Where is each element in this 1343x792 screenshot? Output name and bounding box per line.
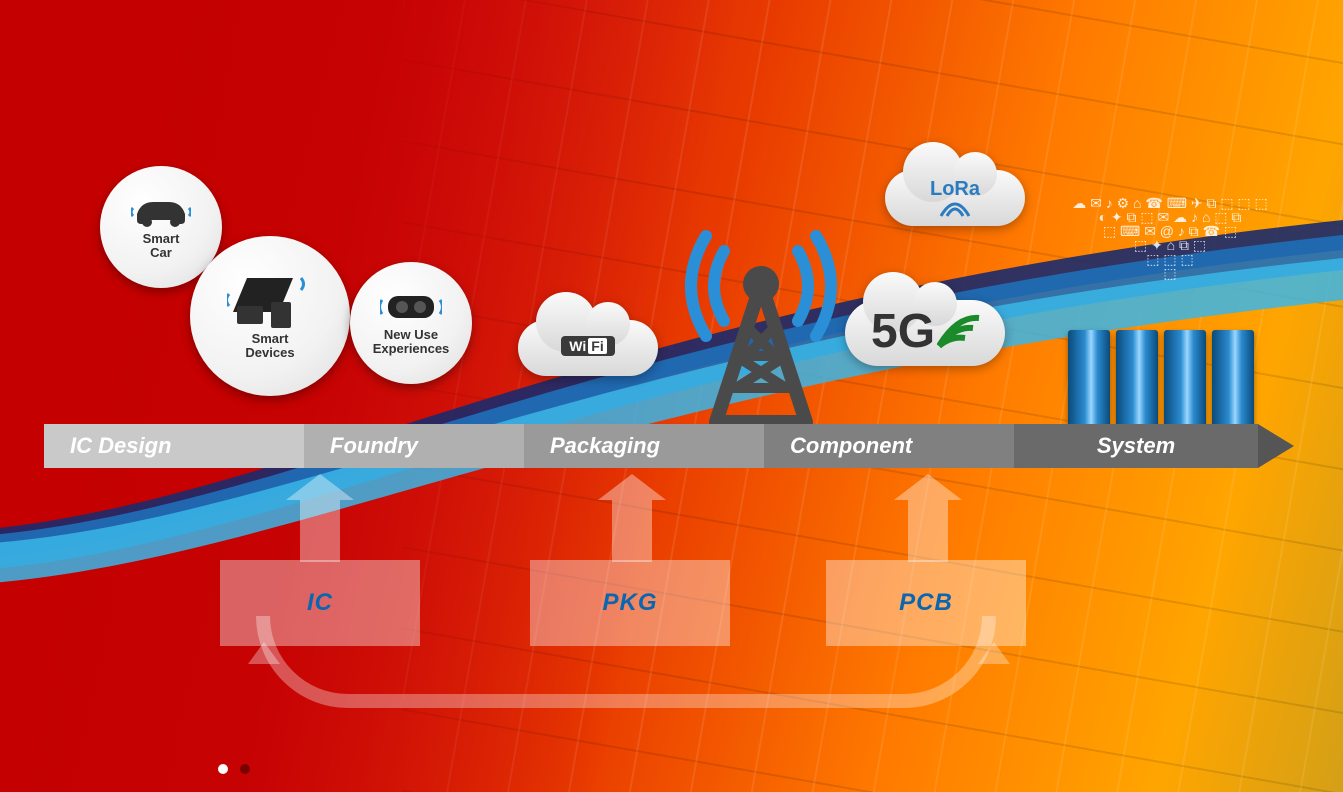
lora-label: LoRa	[885, 178, 1025, 201]
axis-seg-ic-design: IC Design	[44, 424, 304, 468]
fiveg-label: 5G	[871, 304, 935, 359]
cloud-lora: LoRa	[885, 170, 1025, 226]
wifi-pill: WiFi	[561, 336, 614, 356]
lora-waves-icon	[937, 200, 973, 220]
up-arrow-ic	[300, 500, 340, 562]
axis-label: Foundry	[330, 433, 418, 459]
badge-label: SmartCar	[143, 232, 180, 261]
car-icon	[131, 194, 191, 228]
axis-arrowhead-icon	[1258, 424, 1294, 468]
axis-seg-foundry: Foundry	[304, 424, 524, 468]
up-arrow-pcb	[908, 500, 948, 562]
carousel-dot[interactable]	[218, 764, 228, 774]
axis-seg-component: Component	[764, 424, 1014, 468]
arc-arrowhead-right-icon	[978, 642, 1010, 664]
cloud-wifi: .cloud-body::before{width:60px;height:60…	[518, 320, 658, 376]
axis-label: System	[1097, 433, 1175, 459]
box-label: PCB	[899, 589, 953, 617]
axis-label: Packaging	[550, 433, 660, 459]
arc-arrowhead-left-icon	[248, 642, 280, 664]
box-label: IC	[307, 589, 333, 617]
badge-label: SmartDevices	[245, 332, 294, 361]
vr-icon	[380, 290, 442, 324]
badge-smart-devices: SmartDevices	[190, 236, 350, 396]
up-arrow-pkg	[612, 500, 652, 562]
axis-seg-packaging: Packaging	[524, 424, 764, 468]
fiveg-waves-icon	[937, 312, 981, 352]
icon-swarm: ☁ ✉ ♪ ⚙ ⌂ ☎ ⌨ ✈ ⧉ ⬚ ⬚ ⬚ ◐ ✦ ⧉ ⬚ ✉ ☁ ♪ ⌂ …	[1060, 196, 1280, 280]
diagram-stage: SmartCar SmartDevices New UseExperiences…	[0, 0, 1343, 792]
axis-seg-system: System	[1014, 424, 1258, 468]
devices-icon	[227, 272, 313, 328]
process-axis: IC Design Foundry Packaging Component Sy…	[44, 424, 1343, 468]
axis-label: IC Design	[70, 433, 171, 459]
carousel-dots[interactable]	[218, 764, 250, 774]
cell-tower	[646, 196, 876, 426]
axis-label: Component	[790, 433, 912, 459]
carousel-dot[interactable]	[240, 764, 250, 774]
feedback-arc	[256, 616, 996, 708]
badge-new-use: New UseExperiences	[350, 262, 472, 384]
badge-label: New UseExperiences	[373, 328, 450, 357]
box-label: PKG	[602, 589, 657, 617]
